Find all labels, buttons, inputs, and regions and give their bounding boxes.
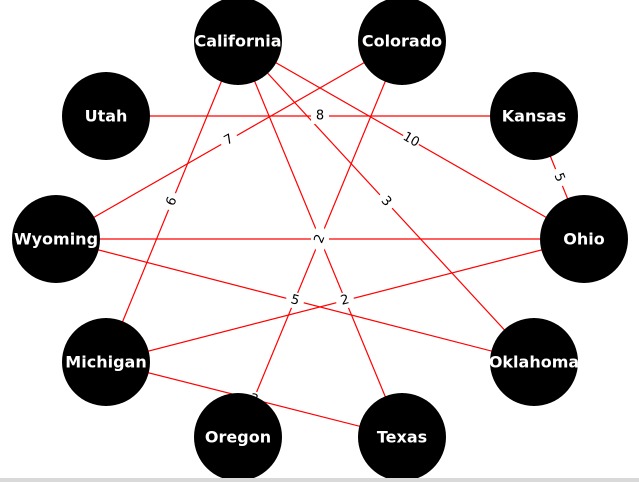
edge-weight-label-group: 5 [548,166,570,189]
node-label-michigan: Michigan [65,353,146,372]
edge-weight-label-background [161,190,183,213]
node-label-kansas: Kansas [502,107,566,126]
edge-weight-label-group: 2 [309,227,331,251]
node-michigan [62,318,150,406]
node-label-oklahoma: Oklahoma [489,353,579,372]
node-california [194,0,282,85]
edge-weight-label-background [217,128,241,152]
node-colorado [358,0,446,85]
edge-weight-label-background [284,290,306,311]
node-oklahoma [490,318,578,406]
node-label-ohio: Ohio [563,230,604,249]
node-wyoming [12,195,100,283]
edge-weight-label: 10 [400,129,422,150]
edge-weight-label-group: 3 [374,189,398,214]
edge-weight-label-background [399,128,423,152]
node-kansas [490,72,578,160]
node-oregon [194,393,282,481]
edge-weight-label: 5 [289,292,301,309]
edge-labels-layer: 8710563222523 [161,108,570,410]
edge-weight-label-background [311,108,329,124]
node-utah [62,72,150,160]
node-texas [358,393,446,481]
edge-weight-label-group: 2 [334,290,356,311]
edge-weight-label: 8 [316,109,324,124]
edge-weight-label: 2 [339,292,351,309]
edge-weight-label-background [309,227,331,251]
edge-weight-label-group: 7 [217,128,241,152]
edge-weight-label-background [334,290,356,311]
edge-weight-label-group: 10 [399,128,423,152]
node-label-california: California [194,32,281,51]
node-label-wyoming: Wyoming [14,230,98,249]
node-label-colorado: Colorado [362,32,442,51]
edge-weight-label-background [374,189,398,214]
node-label-utah: Utah [85,107,128,126]
edge-weight-label-group: 6 [161,190,183,213]
edge-weight-label-background [548,166,570,189]
edge-weight-label-group: 8 [311,108,329,124]
nodes-layer: California Colorado Utah Kansas Wyoming Ohio M… [12,0,628,481]
edge-weight-label-group: 5 [284,290,306,311]
bottom-scrollbar-track [0,478,639,482]
node-label-oregon: Oregon [205,428,271,447]
node-ohio [540,195,628,283]
node-label-texas: Texas [377,428,427,447]
